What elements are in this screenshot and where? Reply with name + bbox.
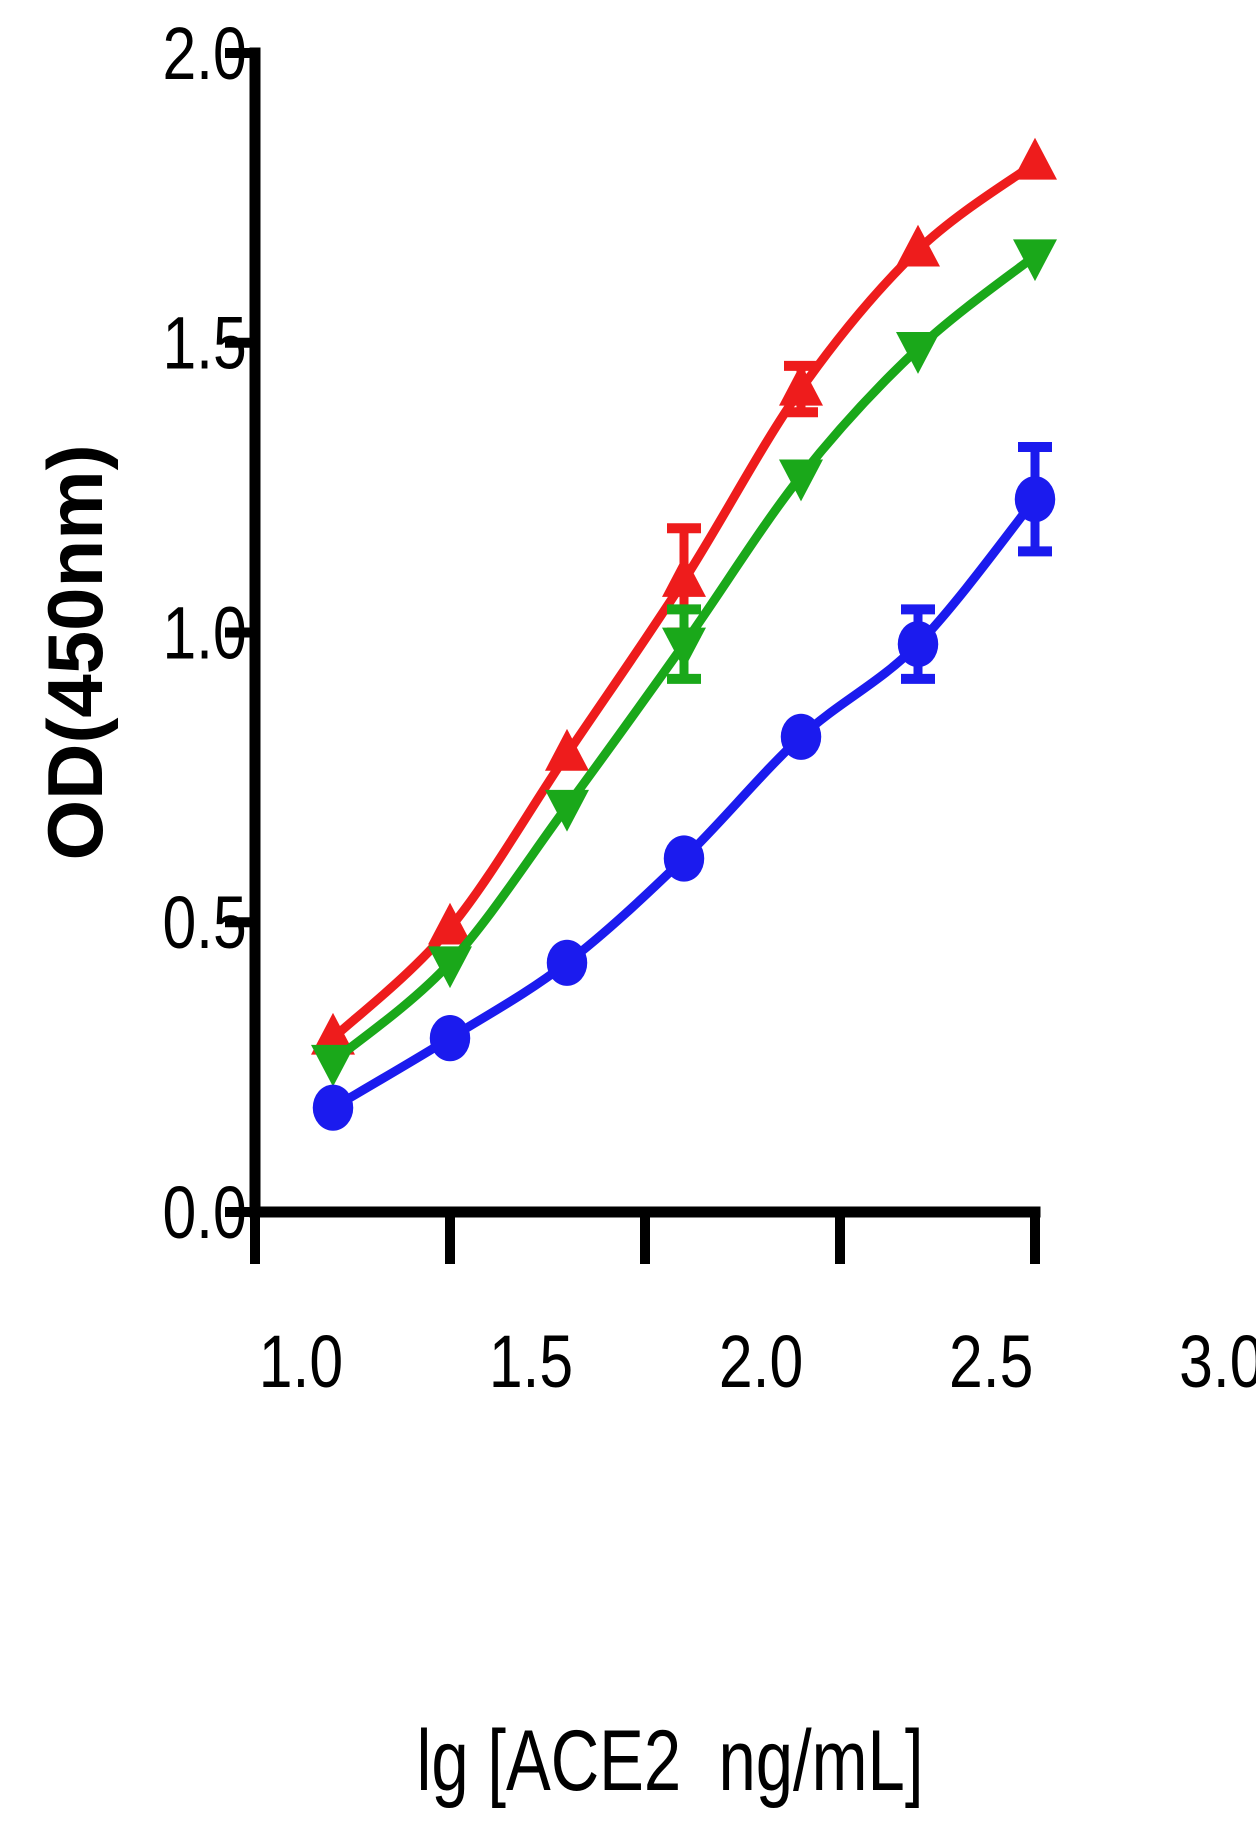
series-triangle-down (311, 239, 1057, 1087)
series-triangle-up (311, 137, 1057, 1055)
data-point (311, 1012, 355, 1055)
data-point (428, 946, 472, 989)
axes: 0.0 0.5 1.0 1.5 2.0 1.0 1.5 2.0 2.5 3.0 (162, 13, 1256, 1403)
data-point (779, 459, 823, 502)
data-point (1013, 137, 1057, 180)
data-point (312, 1084, 354, 1131)
data-point (663, 835, 705, 882)
series-layer (311, 137, 1057, 1131)
data-point (662, 627, 706, 670)
y-tick-label: 0.0 (162, 1172, 246, 1254)
data-point (1013, 239, 1057, 282)
x-tick-label: 1.0 (259, 1321, 343, 1403)
x-tick-label: 3.0 (1179, 1321, 1256, 1403)
data-point (429, 1015, 471, 1062)
data-point (545, 789, 589, 832)
data-point (780, 713, 822, 760)
data-point (428, 902, 472, 945)
y-axis-title: OD(450nm) (31, 444, 119, 860)
y-ticks: 0.0 0.5 1.0 1.5 2.0 (162, 13, 255, 1254)
data-point (896, 224, 940, 267)
series-circle (312, 442, 1056, 1131)
x-tick-label: 2.5 (949, 1321, 1033, 1403)
x-axis-title: lg [ACE2 ng/mL] (417, 1713, 924, 1809)
x-tick-label: 1.5 (489, 1321, 573, 1403)
data-point (897, 620, 939, 668)
data-point (311, 1044, 355, 1087)
data-point (546, 939, 588, 986)
data-point (545, 728, 589, 771)
x-ticks: 1.0 1.5 2.0 2.5 3.0 (250, 1212, 1256, 1403)
data-point (896, 332, 940, 374)
data-point (779, 363, 823, 406)
data-point (1014, 476, 1056, 523)
data-point (662, 555, 706, 597)
x-tick-label: 2.0 (719, 1321, 803, 1403)
y-tick-label: 1.0 (162, 593, 246, 675)
y-tick-label: 2.0 (162, 13, 246, 95)
y-tick-label: 1.5 (162, 303, 246, 385)
y-tick-label: 0.5 (162, 883, 246, 965)
